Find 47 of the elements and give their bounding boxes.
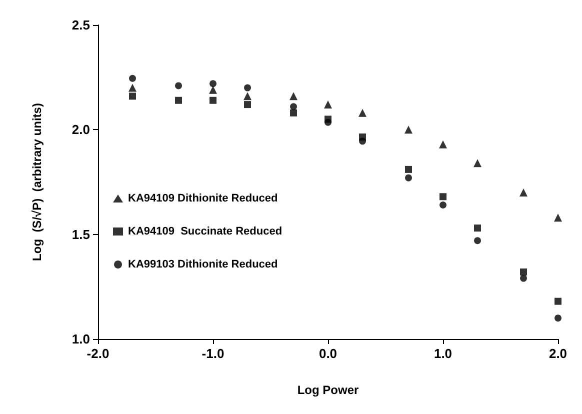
y-tick-label: 1.5: [72, 226, 90, 242]
point: [128, 84, 136, 92]
point: [440, 193, 446, 200]
point: [244, 101, 251, 108]
point: [244, 92, 252, 100]
point: [290, 109, 297, 116]
x-tick-label: 1.0: [434, 346, 452, 361]
point: [244, 84, 251, 92]
point: [210, 96, 216, 104]
point: [404, 126, 412, 134]
point: [474, 237, 481, 244]
y-axis-title: Log (S/√P) (arbitrary units): [30, 103, 44, 261]
point: [359, 138, 366, 145]
point: [324, 118, 332, 126]
point: [405, 174, 412, 182]
legend-label: KA94109 Succinate Reduced: [128, 226, 282, 238]
point: [358, 108, 366, 117]
y-tick-label: 1.0: [72, 332, 90, 346]
point: [520, 268, 527, 276]
point: [129, 92, 136, 100]
point: [324, 100, 332, 109]
point: [209, 86, 217, 94]
legend-label: KA99103 Dithionite Reduced: [128, 258, 278, 270]
x-tick-label: 2.0: [548, 346, 568, 361]
y-tick-label: 2.5: [72, 18, 90, 32]
point: [554, 298, 562, 305]
point: [290, 103, 297, 110]
point: [520, 274, 527, 282]
point: [554, 314, 562, 322]
point: [439, 140, 447, 148]
x-tick-label: -2.0: [86, 346, 110, 361]
point: [290, 92, 298, 100]
legend-label: KA94109 Dithionite Reduced: [128, 192, 278, 204]
point: [405, 166, 412, 173]
x-axis-title: Log Power: [297, 383, 359, 397]
point: [554, 214, 562, 222]
x-tick-label: -1.0: [202, 346, 224, 361]
y-tick-label: 2.0: [72, 122, 90, 138]
point: [474, 224, 481, 232]
point: [520, 188, 528, 196]
point: [210, 80, 216, 88]
x-tick-label: 0.0: [318, 346, 338, 361]
point: [175, 96, 182, 104]
point: [175, 82, 182, 90]
point: [440, 202, 446, 209]
point: [474, 159, 482, 168]
point: [129, 74, 136, 82]
